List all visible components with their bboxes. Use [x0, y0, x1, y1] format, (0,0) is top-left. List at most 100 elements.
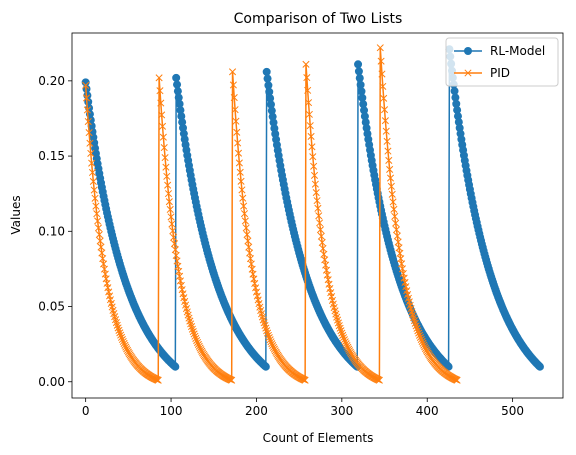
data-point [378, 70, 386, 78]
data-point [167, 213, 175, 221]
data-point [264, 331, 272, 339]
data-point [339, 334, 348, 342]
data-point [189, 328, 197, 336]
data-point [232, 117, 240, 125]
data-point [354, 60, 363, 69]
data-point [392, 226, 401, 234]
data-point [242, 224, 250, 232]
data-point [261, 362, 270, 371]
data-point [164, 190, 173, 198]
legend-label: RL-Model [490, 44, 545, 58]
data-point [319, 244, 327, 253]
data-point [388, 190, 396, 198]
y-tick-label: 0.05 [38, 300, 65, 314]
data-point [306, 122, 314, 130]
data-point [453, 112, 462, 121]
data-point [451, 93, 460, 102]
data-point [318, 238, 326, 247]
data-point [193, 338, 202, 347]
data-point [191, 332, 199, 340]
data-point [104, 284, 112, 292]
data-point [387, 182, 395, 190]
data-point [229, 81, 237, 89]
data-point [230, 94, 238, 102]
data-point [400, 274, 408, 282]
data-point [83, 106, 91, 114]
data-point [117, 331, 125, 339]
data-point [302, 60, 310, 68]
data-point [94, 224, 103, 232]
data-point [390, 205, 398, 213]
data-point [415, 329, 423, 337]
data-point [355, 74, 364, 83]
data-point [85, 129, 93, 137]
x-tick-label: 500 [501, 404, 524, 418]
data-point [382, 127, 390, 135]
data-point [115, 326, 123, 334]
data-point [360, 112, 369, 121]
data-point [176, 106, 185, 115]
plot-data-layer [81, 44, 544, 384]
data-point [454, 118, 463, 127]
data-point [310, 162, 318, 170]
data-point [231, 106, 239, 114]
data-point [169, 227, 177, 235]
data-point [177, 281, 185, 289]
data-point [116, 329, 124, 337]
data-point [309, 153, 317, 161]
data-point [251, 279, 259, 288]
data-point [88, 168, 97, 177]
data-point [315, 212, 323, 220]
data-point [266, 94, 275, 103]
data-point [453, 106, 462, 115]
legend-item: RL-Model [454, 44, 545, 58]
data-point [239, 194, 247, 202]
data-point [263, 74, 272, 83]
data-point [304, 86, 312, 94]
data-point [411, 319, 419, 327]
data-point [335, 322, 343, 330]
data-point [265, 87, 274, 96]
data-point [376, 44, 384, 52]
data-point [190, 330, 198, 338]
data-point [262, 67, 271, 76]
data-point [264, 81, 273, 90]
legend: RL-Model PID [445, 37, 559, 87]
data-point [383, 137, 391, 145]
data-point [453, 376, 461, 384]
data-point [384, 147, 392, 155]
data-point [117, 333, 126, 341]
data-point [90, 186, 98, 194]
data-point [94, 217, 102, 225]
data-point [326, 284, 334, 293]
legend-marker [464, 47, 472, 55]
data-point [162, 163, 170, 171]
data-point [420, 341, 428, 349]
y-axis-label: Values [9, 195, 23, 234]
data-point [354, 67, 363, 76]
series-rl-model [81, 45, 544, 371]
data-point [97, 243, 105, 251]
data-point [187, 320, 195, 328]
data-point [103, 279, 111, 287]
data-point [234, 139, 242, 147]
data-point [311, 180, 319, 188]
data-point [193, 336, 201, 345]
data-point [243, 231, 251, 239]
x-axis-ticks: 0 100 200 300 400 500 [82, 398, 524, 418]
data-point [267, 338, 275, 346]
y-tick-label: 0.10 [38, 224, 65, 238]
x-tick-label: 400 [416, 404, 439, 418]
data-point [93, 210, 101, 218]
data-point [160, 144, 168, 152]
legend-item: PID [454, 66, 510, 80]
data-point [156, 87, 164, 95]
data-point [95, 231, 103, 239]
data-point [113, 321, 121, 329]
data-point [308, 143, 316, 151]
data-point [386, 165, 394, 173]
data-point [175, 99, 184, 108]
data-point [305, 110, 313, 118]
